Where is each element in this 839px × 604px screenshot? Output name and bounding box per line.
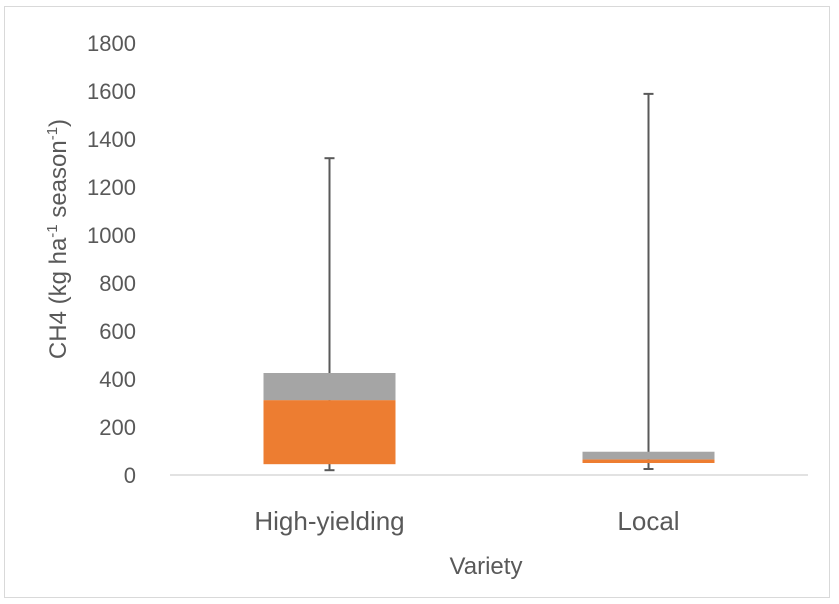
y-tick-label: 1600 bbox=[87, 79, 136, 104]
x-axis-title: Variety bbox=[450, 553, 523, 580]
y-tick-label: 1400 bbox=[87, 127, 136, 152]
box-upper-median-q3 bbox=[263, 373, 396, 401]
y-tick-labels: 0 200 400 600 800 1000 1200 1400 1600 1800 bbox=[87, 31, 136, 488]
box-local bbox=[582, 92, 715, 470]
y-axis-title-sup-2: -1 bbox=[44, 127, 61, 140]
y-tick-label: 400 bbox=[99, 367, 136, 392]
y-tick-label: 1800 bbox=[87, 31, 136, 56]
x-category-label: High-yielding bbox=[254, 506, 404, 536]
y-tick-label: 200 bbox=[99, 415, 136, 440]
box-series bbox=[263, 92, 715, 472]
box-lower-q1-median bbox=[582, 459, 715, 463]
y-tick-label: 800 bbox=[99, 271, 136, 296]
y-tick-label: 600 bbox=[99, 319, 136, 344]
y-axis-title-suffix: ) bbox=[45, 119, 72, 127]
x-category-labels: High-yielding Local bbox=[254, 506, 679, 536]
box-high-yielding bbox=[263, 157, 396, 472]
y-tick-label: 1200 bbox=[87, 175, 136, 200]
y-axis-title-sup-1: -1 bbox=[44, 224, 61, 237]
chart-frame bbox=[4, 6, 830, 598]
y-tick-label: 0 bbox=[124, 463, 136, 488]
box-upper-median-q3 bbox=[582, 451, 715, 460]
x-category-label: Local bbox=[617, 506, 679, 536]
y-tick-label: 1000 bbox=[87, 223, 136, 248]
y-axis-title: CH4 (kg ha-1 season-1) bbox=[44, 119, 72, 359]
box-lower-q1-median bbox=[263, 400, 396, 465]
y-axis-title-middle: season bbox=[45, 140, 72, 224]
y-axis-title-prefix: CH4 (kg ha bbox=[45, 237, 72, 359]
